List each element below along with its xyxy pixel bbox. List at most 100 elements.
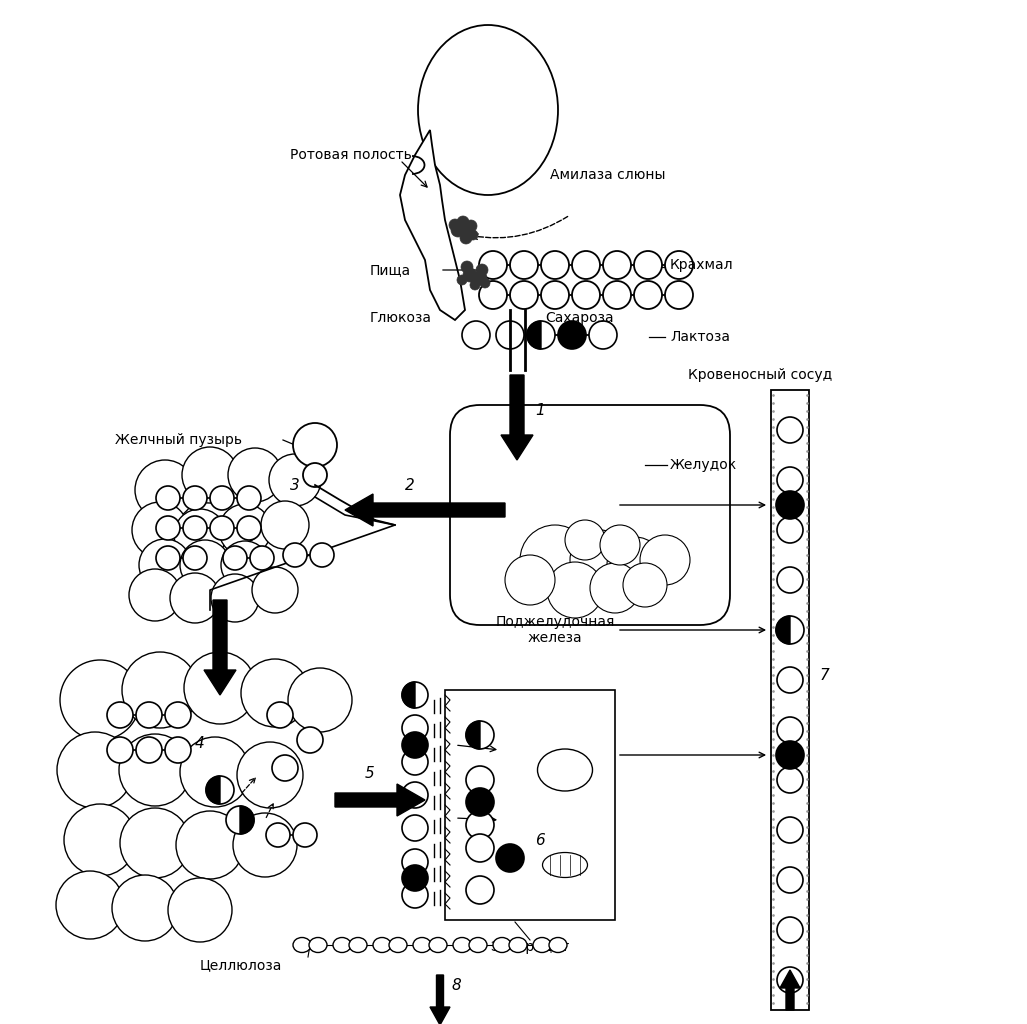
Circle shape xyxy=(496,321,524,349)
Circle shape xyxy=(402,815,428,841)
Circle shape xyxy=(206,776,234,804)
Text: Сахароза: Сахароза xyxy=(545,311,613,325)
Circle shape xyxy=(777,967,803,993)
Circle shape xyxy=(572,281,600,309)
Text: Желчный пузырь: Желчный пузырь xyxy=(115,433,242,447)
Text: Лактоза: Лактоза xyxy=(670,330,730,344)
Circle shape xyxy=(402,882,428,908)
Circle shape xyxy=(107,702,134,728)
FancyBboxPatch shape xyxy=(450,406,730,625)
Circle shape xyxy=(505,555,555,605)
Circle shape xyxy=(634,281,662,309)
Circle shape xyxy=(465,220,477,232)
Ellipse shape xyxy=(537,749,593,791)
Circle shape xyxy=(402,849,428,874)
Circle shape xyxy=(589,563,640,613)
Circle shape xyxy=(183,546,207,570)
Circle shape xyxy=(174,509,226,561)
Circle shape xyxy=(665,281,693,309)
Text: Пища: Пища xyxy=(370,263,411,278)
Circle shape xyxy=(520,525,589,595)
Text: Кровеносный сосуд: Кровеносный сосуд xyxy=(688,368,832,382)
FancyArrow shape xyxy=(779,970,800,1010)
Circle shape xyxy=(176,811,244,879)
FancyArrow shape xyxy=(345,494,505,526)
Text: 7: 7 xyxy=(820,668,830,683)
Circle shape xyxy=(496,844,524,872)
Wedge shape xyxy=(402,682,415,708)
FancyArrow shape xyxy=(501,375,533,460)
Circle shape xyxy=(572,251,600,279)
Circle shape xyxy=(473,271,487,285)
Circle shape xyxy=(233,813,297,877)
Circle shape xyxy=(250,546,274,570)
Circle shape xyxy=(466,788,494,816)
Circle shape xyxy=(139,539,191,591)
Ellipse shape xyxy=(429,938,447,952)
Ellipse shape xyxy=(542,853,587,878)
Text: Поджелудочная
железа: Поджелудочная железа xyxy=(495,615,615,645)
Circle shape xyxy=(261,501,309,549)
Circle shape xyxy=(402,682,428,708)
Circle shape xyxy=(479,251,507,279)
Circle shape xyxy=(777,918,803,943)
Text: 6: 6 xyxy=(535,833,544,848)
Ellipse shape xyxy=(418,25,558,195)
Circle shape xyxy=(135,460,195,520)
Ellipse shape xyxy=(533,938,551,952)
Wedge shape xyxy=(776,616,790,644)
Circle shape xyxy=(56,871,124,939)
Circle shape xyxy=(293,423,337,467)
Circle shape xyxy=(210,516,234,540)
Circle shape xyxy=(283,543,307,567)
Circle shape xyxy=(466,876,494,904)
FancyArrow shape xyxy=(335,784,425,816)
Circle shape xyxy=(640,535,690,585)
Circle shape xyxy=(451,223,465,237)
Ellipse shape xyxy=(293,938,311,952)
Circle shape xyxy=(461,225,476,239)
Circle shape xyxy=(570,530,630,590)
Circle shape xyxy=(180,737,250,807)
Circle shape xyxy=(589,321,617,349)
Circle shape xyxy=(470,280,480,290)
Circle shape xyxy=(293,823,317,847)
Circle shape xyxy=(402,749,428,775)
FancyArrow shape xyxy=(430,975,450,1024)
Circle shape xyxy=(129,569,181,621)
Circle shape xyxy=(402,865,428,891)
Circle shape xyxy=(237,516,261,540)
Circle shape xyxy=(223,546,248,570)
Circle shape xyxy=(402,732,428,758)
Circle shape xyxy=(165,737,191,763)
Circle shape xyxy=(776,616,804,644)
Circle shape xyxy=(623,563,667,607)
Circle shape xyxy=(603,251,631,279)
Ellipse shape xyxy=(453,938,471,952)
Circle shape xyxy=(402,782,428,808)
Circle shape xyxy=(466,766,494,794)
Circle shape xyxy=(460,232,472,244)
Wedge shape xyxy=(240,806,254,834)
Text: Энтероцит: Энтероцит xyxy=(490,940,570,954)
Circle shape xyxy=(777,567,803,593)
Circle shape xyxy=(468,230,478,240)
Circle shape xyxy=(466,811,494,839)
Circle shape xyxy=(777,717,803,743)
Circle shape xyxy=(132,502,188,558)
Bar xyxy=(771,390,809,1010)
Circle shape xyxy=(288,668,352,732)
Circle shape xyxy=(237,742,303,808)
Circle shape xyxy=(449,219,461,231)
Circle shape xyxy=(168,878,232,942)
Circle shape xyxy=(119,734,191,806)
Circle shape xyxy=(303,463,327,487)
Circle shape xyxy=(777,867,803,893)
Circle shape xyxy=(219,504,271,556)
Circle shape xyxy=(541,251,569,279)
Circle shape xyxy=(136,737,162,763)
Circle shape xyxy=(603,281,631,309)
Circle shape xyxy=(310,543,334,567)
Circle shape xyxy=(466,721,494,749)
Circle shape xyxy=(457,275,467,285)
